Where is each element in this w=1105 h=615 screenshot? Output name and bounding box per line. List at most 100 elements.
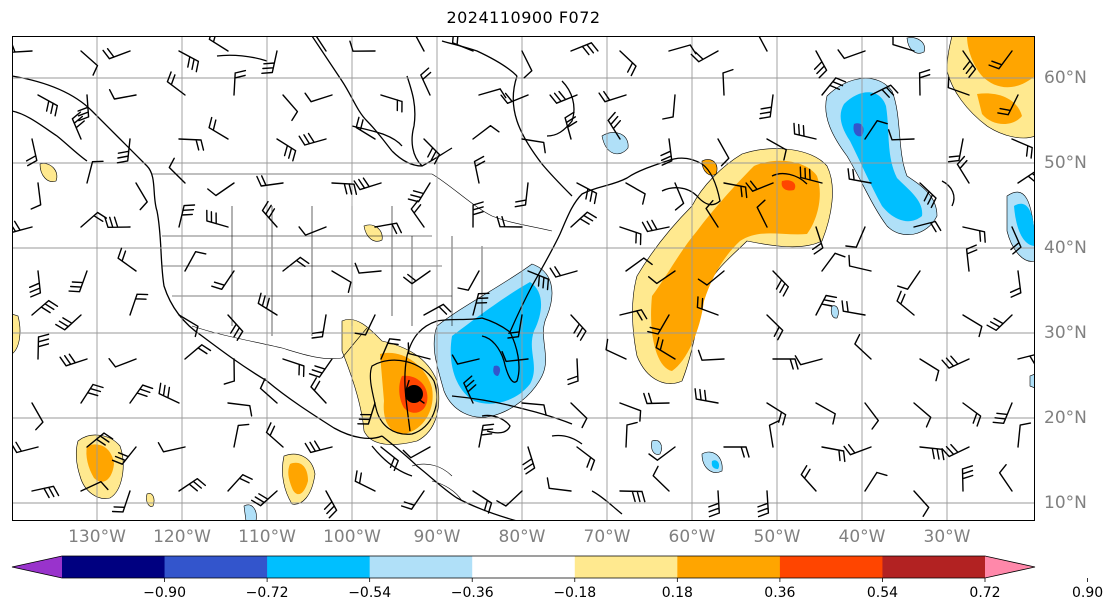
wind-barb <box>25 138 38 167</box>
wind-barb <box>576 446 596 471</box>
wind-barb <box>549 90 578 104</box>
wind-barb <box>521 50 533 79</box>
wind-barb <box>655 336 676 360</box>
wind-barb <box>757 490 770 518</box>
wind-barb <box>116 138 131 164</box>
wind-barb <box>31 299 59 316</box>
wind-barb <box>478 88 507 99</box>
colorbar-segment <box>574 556 678 578</box>
wind-barb <box>766 314 784 341</box>
wind-barb <box>472 292 490 316</box>
wind-barb <box>501 351 529 363</box>
colorbar <box>11 555 1088 582</box>
wind-barb <box>821 77 847 96</box>
wind-barb <box>605 338 627 360</box>
lon-label: 70°W <box>583 527 631 547</box>
wind-barb <box>864 402 879 430</box>
wind-barb <box>251 490 278 507</box>
wind-barb <box>158 382 180 404</box>
wind-barb <box>897 270 921 290</box>
wind-barb <box>80 481 109 492</box>
wind-barb <box>619 309 648 321</box>
wind-barb <box>354 262 382 274</box>
wind-barb <box>211 270 235 290</box>
wind-barb <box>298 132 327 146</box>
wind-barb <box>619 490 646 503</box>
wind-barb <box>998 464 1013 492</box>
wind-barb <box>870 84 899 98</box>
wind-barb <box>463 375 477 404</box>
lon-label: 130°W <box>68 527 126 547</box>
wind-barb <box>837 49 866 60</box>
wind-barb <box>80 50 99 76</box>
wind-barb <box>227 402 253 417</box>
colorbar-tick-label: −0.90 <box>143 585 186 601</box>
wind-barb <box>690 50 719 63</box>
wind-barb <box>55 314 82 331</box>
colorbar-segment <box>267 556 371 578</box>
lat-label: 60°N <box>1044 68 1087 88</box>
wind-barb <box>821 446 846 463</box>
wind-barb <box>410 200 425 228</box>
wind-barb <box>308 358 333 378</box>
wind-barb <box>848 254 872 272</box>
wind-barb <box>451 354 480 365</box>
colorbar-tick-label: −0.72 <box>245 585 289 601</box>
wind-barb <box>521 402 547 416</box>
wind-barb <box>800 465 817 492</box>
colorbar-segment <box>882 556 986 578</box>
lat-label: 40°N <box>1044 238 1087 258</box>
wind-barb <box>854 333 872 360</box>
wind-barb <box>570 314 587 341</box>
wind-barb <box>697 270 725 286</box>
wind-barb <box>354 470 376 492</box>
wind-barb <box>117 247 137 272</box>
wind-barb <box>647 314 670 335</box>
wind-barb <box>233 69 247 96</box>
wind-barb <box>472 201 484 228</box>
wind-barb <box>380 94 403 113</box>
wind-barb <box>178 138 205 151</box>
wind-barb <box>962 314 983 338</box>
wind-barb <box>919 358 940 382</box>
wind-barb <box>380 446 399 472</box>
colorbar-extend-high <box>985 556 1035 578</box>
wind-barb <box>708 490 720 518</box>
shaded-field <box>12 36 1035 521</box>
wind-barb <box>331 182 358 195</box>
wind-barb <box>1009 270 1022 298</box>
wind-barb <box>30 182 42 210</box>
borders <box>152 173 553 502</box>
coastlines <box>12 36 955 521</box>
wind-barb <box>648 446 676 461</box>
wind-barb <box>986 314 1013 331</box>
wind-barb <box>323 490 338 519</box>
wind-barb <box>135 182 148 211</box>
wind-barb <box>129 384 154 404</box>
wind-barbs <box>12 36 1035 519</box>
wind-barb <box>756 199 768 228</box>
map-title: 2024110900 F072 <box>446 8 601 27</box>
wind-barb <box>962 402 982 427</box>
wind-barb <box>674 182 685 211</box>
wind-barb <box>527 270 550 291</box>
wind-barb <box>864 471 888 492</box>
lon-label: 80°W <box>498 527 546 547</box>
wind-barb <box>86 432 114 448</box>
wind-barb <box>184 344 212 360</box>
wind-barb <box>178 478 206 492</box>
wind-barb <box>206 209 229 228</box>
wind-barb <box>298 226 327 236</box>
wind-barb <box>821 252 846 272</box>
positive-anomaly-atlantic-inner <box>651 160 820 371</box>
wind-barb <box>956 155 970 184</box>
colorbar-tick-label: 0.90 <box>1071 585 1104 601</box>
wind-barb <box>31 402 44 431</box>
wind-barb <box>311 314 327 339</box>
wind-barb <box>276 138 297 162</box>
wind-barb <box>696 296 719 316</box>
wind-barb <box>407 182 431 203</box>
wind-barb <box>625 182 646 205</box>
wind-barb <box>1017 422 1032 448</box>
wind-barb <box>723 182 748 199</box>
